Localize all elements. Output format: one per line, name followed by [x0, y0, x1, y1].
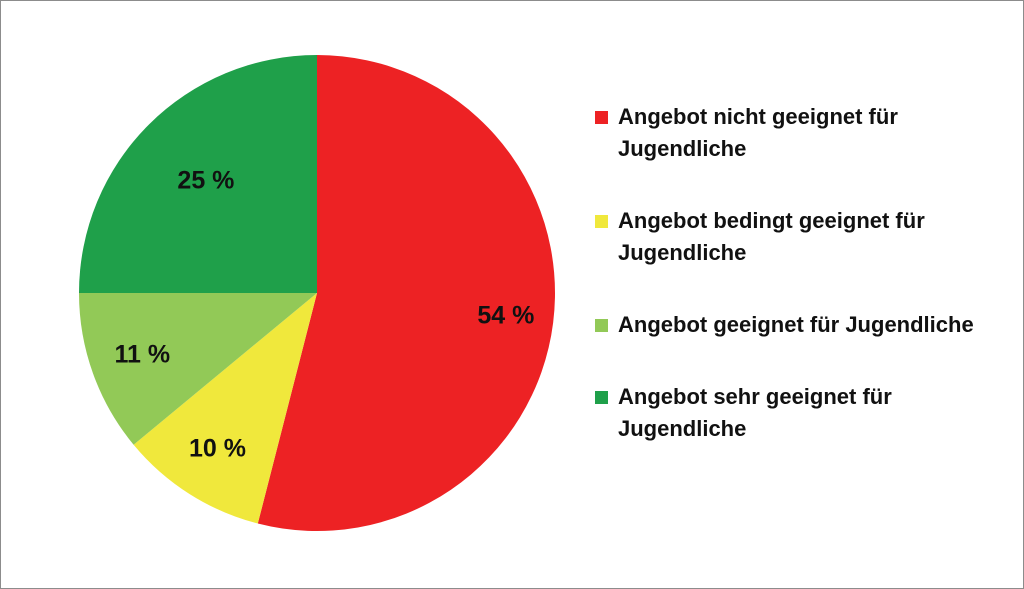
data-label-geeignet: 11 %: [115, 340, 171, 368]
legend-swatch-sehr-geeignet: [595, 391, 608, 404]
pie-slice-bedingt-geeignet: [133, 293, 317, 524]
data-label-nicht-geeignet: 54 %: [477, 301, 534, 329]
legend-item-geeignet: Angebot geeignet für Jugendliche: [595, 309, 1015, 341]
legend-swatch-nicht-geeignet: [595, 111, 608, 124]
legend-label-nicht-geeignet: Angebot nicht geeignet für Jugendliche: [618, 104, 898, 161]
legend-item-nicht-geeignet: Angebot nicht geeignet für Jugendliche: [595, 101, 1015, 165]
data-label-bedingt-geeignet: 10 %: [189, 434, 246, 462]
legend-label-bedingt-geeignet: Angebot bedingt geeignet für Jugendliche: [618, 208, 925, 265]
legend-swatch-bedingt-geeignet: [595, 215, 608, 228]
legend-label-geeignet: Angebot geeignet für Jugendliche: [618, 312, 974, 337]
legend: Angebot nicht geeignet für Jugendliche A…: [595, 101, 1015, 485]
pie-slice-sehr-geeignet: [79, 55, 317, 293]
legend-item-bedingt-geeignet: Angebot bedingt geeignet für Jugendliche: [595, 205, 1015, 269]
pie-chart: 54 % 10 % 11 % 25 %: [79, 55, 556, 531]
data-label-sehr-geeignet: 25 %: [177, 167, 234, 195]
legend-swatch-geeignet: [595, 319, 608, 332]
legend-label-sehr-geeignet: Angebot sehr geeignet für Jugendliche: [618, 384, 892, 441]
pie-slice-nicht-geeignet: [257, 55, 556, 531]
pie-slice-geeignet: [79, 293, 317, 445]
legend-item-sehr-geeignet: Angebot sehr geeignet für Jugendliche: [595, 381, 1015, 445]
